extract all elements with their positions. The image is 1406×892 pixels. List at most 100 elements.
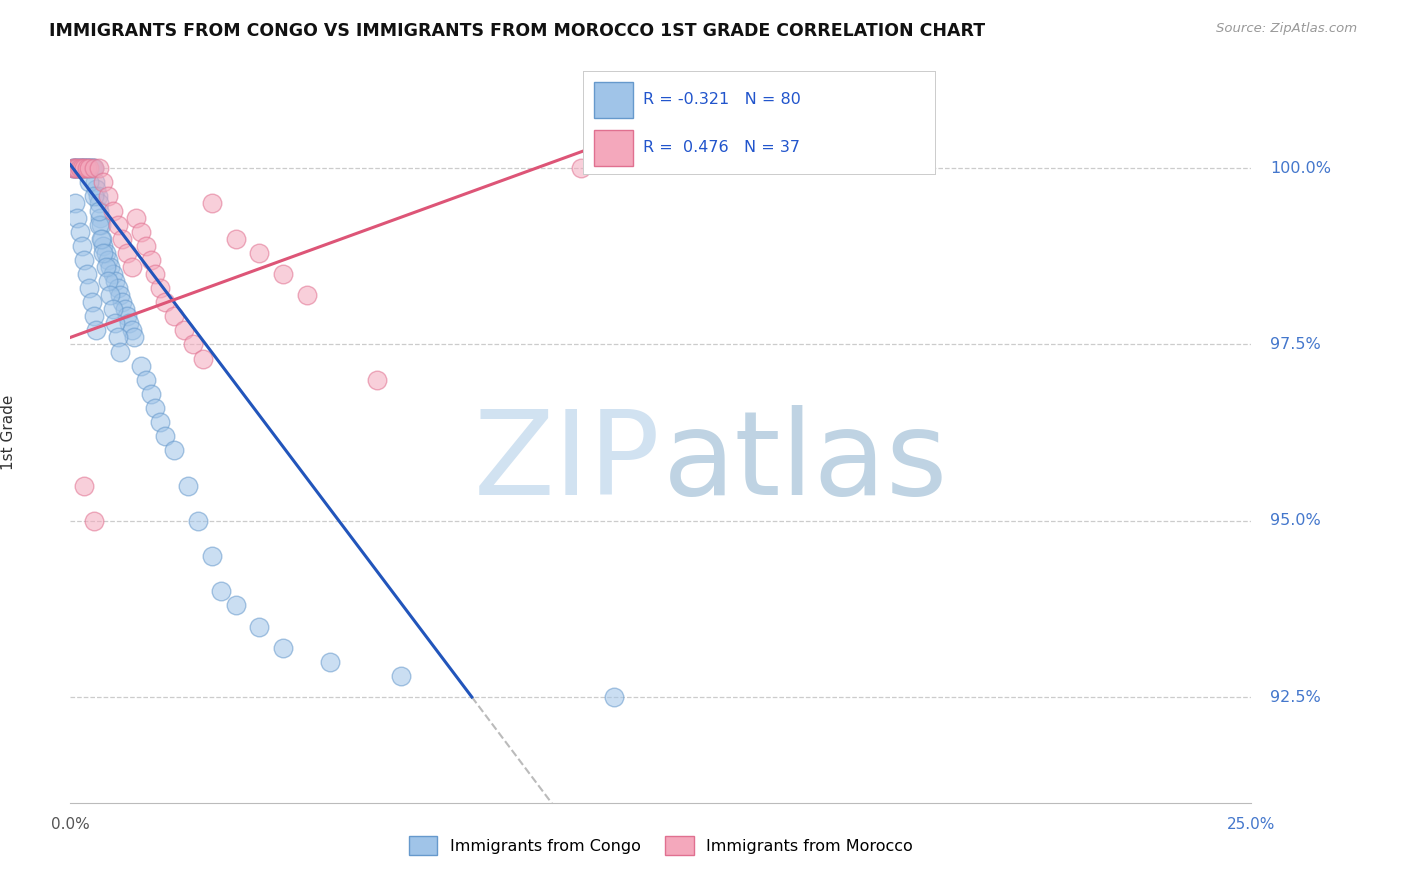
Point: [79, 161, 101, 176]
Point: [83, 189, 105, 203]
Point: [173, 323, 195, 337]
Point: [122, 330, 145, 344]
Point: [107, 330, 129, 344]
Point: [389, 669, 412, 683]
Point: [100, 260, 122, 274]
Text: atlas: atlas: [664, 405, 949, 520]
Point: [143, 267, 166, 281]
Point: [93, 175, 115, 189]
Point: [90, 232, 112, 246]
Legend: Immigrants from Congo, Immigrants from Morocco: Immigrants from Congo, Immigrants from M…: [402, 830, 920, 862]
Point: [115, 310, 138, 324]
Point: [77, 161, 100, 176]
Point: [83, 514, 105, 528]
Point: [77, 175, 100, 189]
Text: R = -0.321   N = 80: R = -0.321 N = 80: [644, 92, 801, 107]
Bar: [593, 81, 633, 118]
Text: ZIP: ZIP: [474, 405, 661, 520]
Point: [63, 196, 86, 211]
Point: [225, 599, 247, 613]
Point: [201, 549, 224, 563]
Point: [80, 161, 103, 176]
Point: [63, 161, 86, 176]
Point: [69, 161, 91, 176]
Point: [65, 161, 87, 176]
Point: [135, 373, 157, 387]
Text: 92.5%: 92.5%: [1270, 690, 1322, 705]
Point: [87, 218, 110, 232]
Point: [108, 344, 131, 359]
Point: [84, 182, 107, 196]
Point: [83, 161, 105, 176]
Point: [135, 239, 157, 253]
Point: [181, 337, 204, 351]
Point: [177, 478, 200, 492]
Point: [201, 196, 224, 211]
Point: [247, 245, 270, 260]
Text: Source: ZipAtlas.com: Source: ZipAtlas.com: [1216, 22, 1357, 36]
Point: [80, 295, 103, 310]
Point: [101, 267, 124, 281]
Point: [70, 161, 93, 176]
Point: [125, 211, 148, 225]
Point: [62, 161, 84, 176]
Point: [77, 281, 100, 295]
Point: [77, 161, 100, 176]
Point: [118, 316, 141, 330]
Point: [63, 161, 86, 176]
Point: [73, 161, 96, 176]
Text: 100.0%: 100.0%: [1270, 161, 1331, 176]
Point: [121, 323, 143, 337]
Point: [271, 640, 294, 655]
Point: [77, 161, 100, 176]
Point: [187, 514, 209, 528]
Point: [104, 274, 127, 288]
Point: [91, 232, 114, 246]
Text: 1st Grade: 1st Grade: [1, 395, 17, 470]
Point: [107, 281, 129, 295]
Point: [139, 387, 162, 401]
Point: [149, 281, 172, 295]
Point: [66, 161, 89, 176]
Point: [114, 302, 136, 317]
Point: [366, 373, 388, 387]
Point: [83, 310, 105, 324]
Point: [75, 161, 97, 176]
Point: [211, 584, 233, 599]
Point: [83, 161, 105, 176]
Point: [225, 232, 247, 246]
Point: [67, 161, 90, 176]
Text: R =  0.476   N = 37: R = 0.476 N = 37: [644, 140, 800, 155]
Point: [191, 351, 214, 366]
Point: [94, 260, 117, 274]
Bar: [593, 130, 633, 166]
Point: [271, 267, 294, 281]
Text: 97.5%: 97.5%: [1270, 337, 1322, 352]
Point: [319, 655, 342, 669]
Point: [143, 401, 166, 415]
Point: [89, 211, 111, 225]
Point: [153, 429, 176, 443]
Point: [139, 252, 162, 267]
Point: [149, 415, 172, 429]
Point: [76, 161, 98, 176]
Point: [129, 225, 152, 239]
Point: [163, 310, 186, 324]
Point: [115, 245, 138, 260]
Point: [107, 218, 129, 232]
Point: [101, 203, 124, 218]
Point: [70, 239, 93, 253]
Point: [87, 203, 110, 218]
Point: [63, 161, 86, 176]
Point: [86, 189, 108, 203]
Point: [76, 161, 98, 176]
Point: [97, 252, 120, 267]
Text: IMMIGRANTS FROM CONGO VS IMMIGRANTS FROM MOROCCO 1ST GRADE CORRELATION CHART: IMMIGRANTS FROM CONGO VS IMMIGRANTS FROM…: [49, 22, 986, 40]
Point: [108, 288, 131, 302]
Point: [82, 161, 104, 176]
Point: [295, 288, 318, 302]
Text: 95.0%: 95.0%: [1270, 513, 1322, 528]
Point: [94, 245, 117, 260]
Point: [602, 690, 624, 704]
Point: [97, 274, 120, 288]
